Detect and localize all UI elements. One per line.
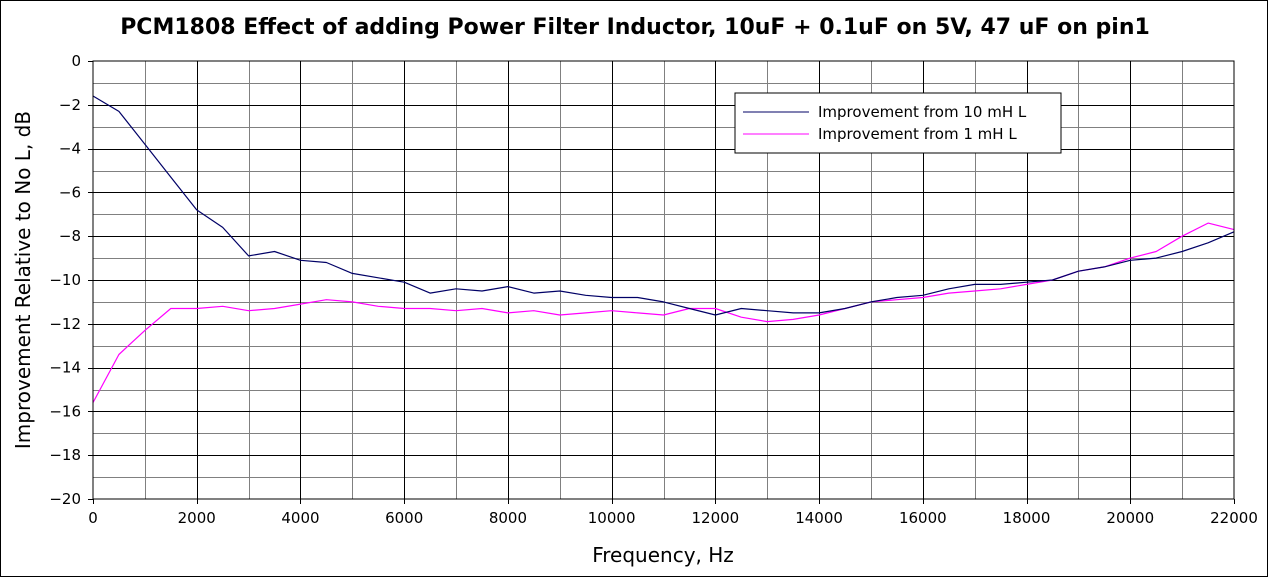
y-tick-label: −14 (49, 359, 81, 377)
x-tick-label: 16000 (899, 509, 947, 527)
legend-label-1mh: Improvement from 1 mH L (818, 125, 1017, 143)
y-tick-label: −10 (49, 271, 81, 289)
y-tick-label: 0 (71, 52, 81, 70)
y-axis-ticks: 0 −2 −4 −6 −8 −10 −12 −14 −16 −18 −20 (49, 52, 93, 508)
x-tick-label: 8000 (489, 509, 527, 527)
x-tick-label: 6000 (385, 509, 423, 527)
y-axis-label: Improvement Relative to No L, dB (11, 111, 35, 449)
series-layer (92, 95, 1235, 403)
y-tick-label: −20 (49, 490, 81, 508)
x-tick-label: 0 (88, 509, 98, 527)
x-tick-label: 2000 (178, 509, 216, 527)
x-axis-label: Frequency, Hz (592, 543, 734, 567)
y-tick-label: −8 (59, 227, 81, 245)
series-1mh-line (92, 222, 1235, 403)
legend: Improvement from 10 mH L Improvement fro… (734, 92, 1062, 154)
series-10mh-line (92, 95, 1235, 316)
y-tick-label: −12 (49, 315, 81, 333)
y-tick-label: −6 (59, 183, 81, 201)
x-tick-label: 4000 (281, 509, 319, 527)
y-tick-label: −18 (49, 446, 81, 464)
y-tick-label: −2 (59, 96, 81, 114)
x-tick-label: 20000 (1106, 509, 1154, 527)
legend-box (734, 92, 1062, 154)
x-tick-label: 14000 (795, 509, 843, 527)
x-tick-label: 10000 (588, 509, 636, 527)
y-tick-label: −16 (49, 402, 81, 420)
y-tick-label: −4 (59, 140, 81, 158)
x-axis-ticks: 0 2000 4000 6000 8000 10000 12000 14000 16000 180… (88, 499, 1258, 527)
x-tick-label: 22000 (1210, 509, 1258, 527)
x-tick-label: 18000 (1003, 509, 1051, 527)
x-tick-label: 12000 (692, 509, 740, 527)
chart-title: PCM1808 Effect of adding Power Filter In… (120, 15, 1150, 40)
legend-label-10mh: Improvement from 10 mH L (818, 103, 1027, 121)
